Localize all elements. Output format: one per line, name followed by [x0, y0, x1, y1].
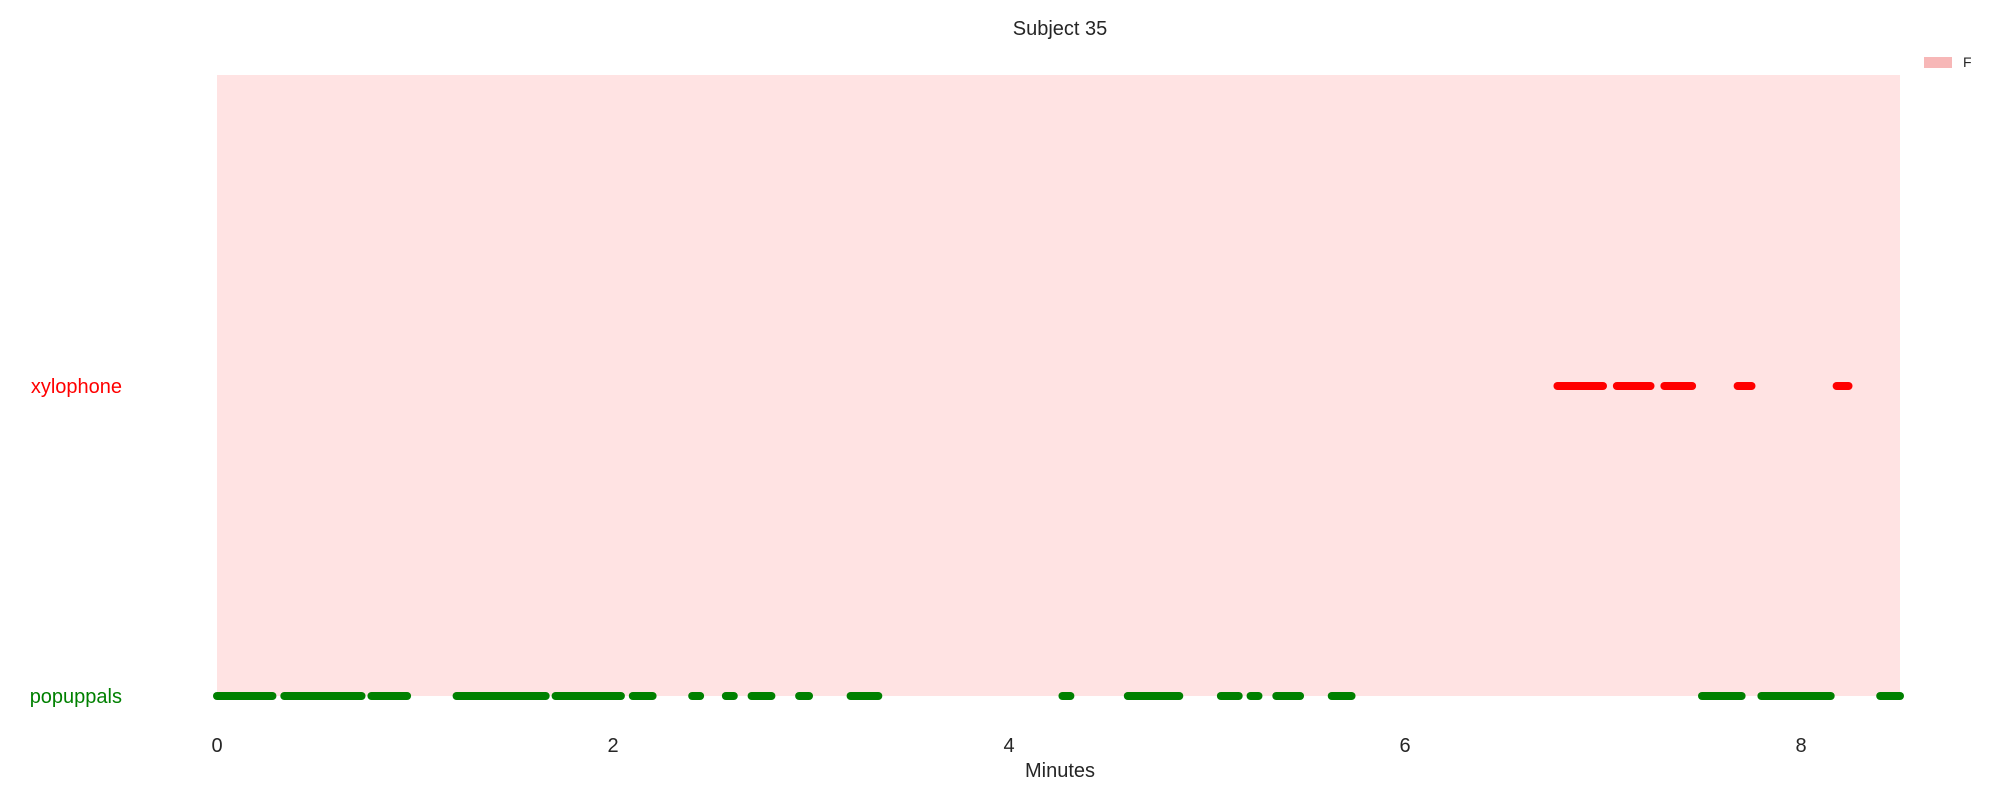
x-axis-ticks: 0 2 4 6 8	[211, 735, 1806, 757]
legend-label-f: F	[1963, 54, 1972, 70]
x-tick-label-8: 8	[1795, 735, 1806, 757]
x-tick-label-4: 4	[1003, 735, 1014, 757]
x-tick-label-6: 6	[1399, 735, 1410, 757]
x-axis-label: Minutes	[1025, 760, 1095, 782]
legend-swatch-f	[1924, 57, 1952, 68]
row-label-xylophone: xylophone	[31, 376, 122, 398]
x-tick-label-0: 0	[211, 735, 222, 757]
row-label-popuppals: popuppals	[30, 686, 122, 708]
row-labels-layer: xylophone popuppals	[30, 376, 122, 708]
x-tick-label-2: 2	[607, 735, 618, 757]
legend: F	[1924, 54, 1972, 70]
segments-layer	[213, 382, 1904, 700]
chart-title: Subject 35	[1013, 18, 1108, 40]
